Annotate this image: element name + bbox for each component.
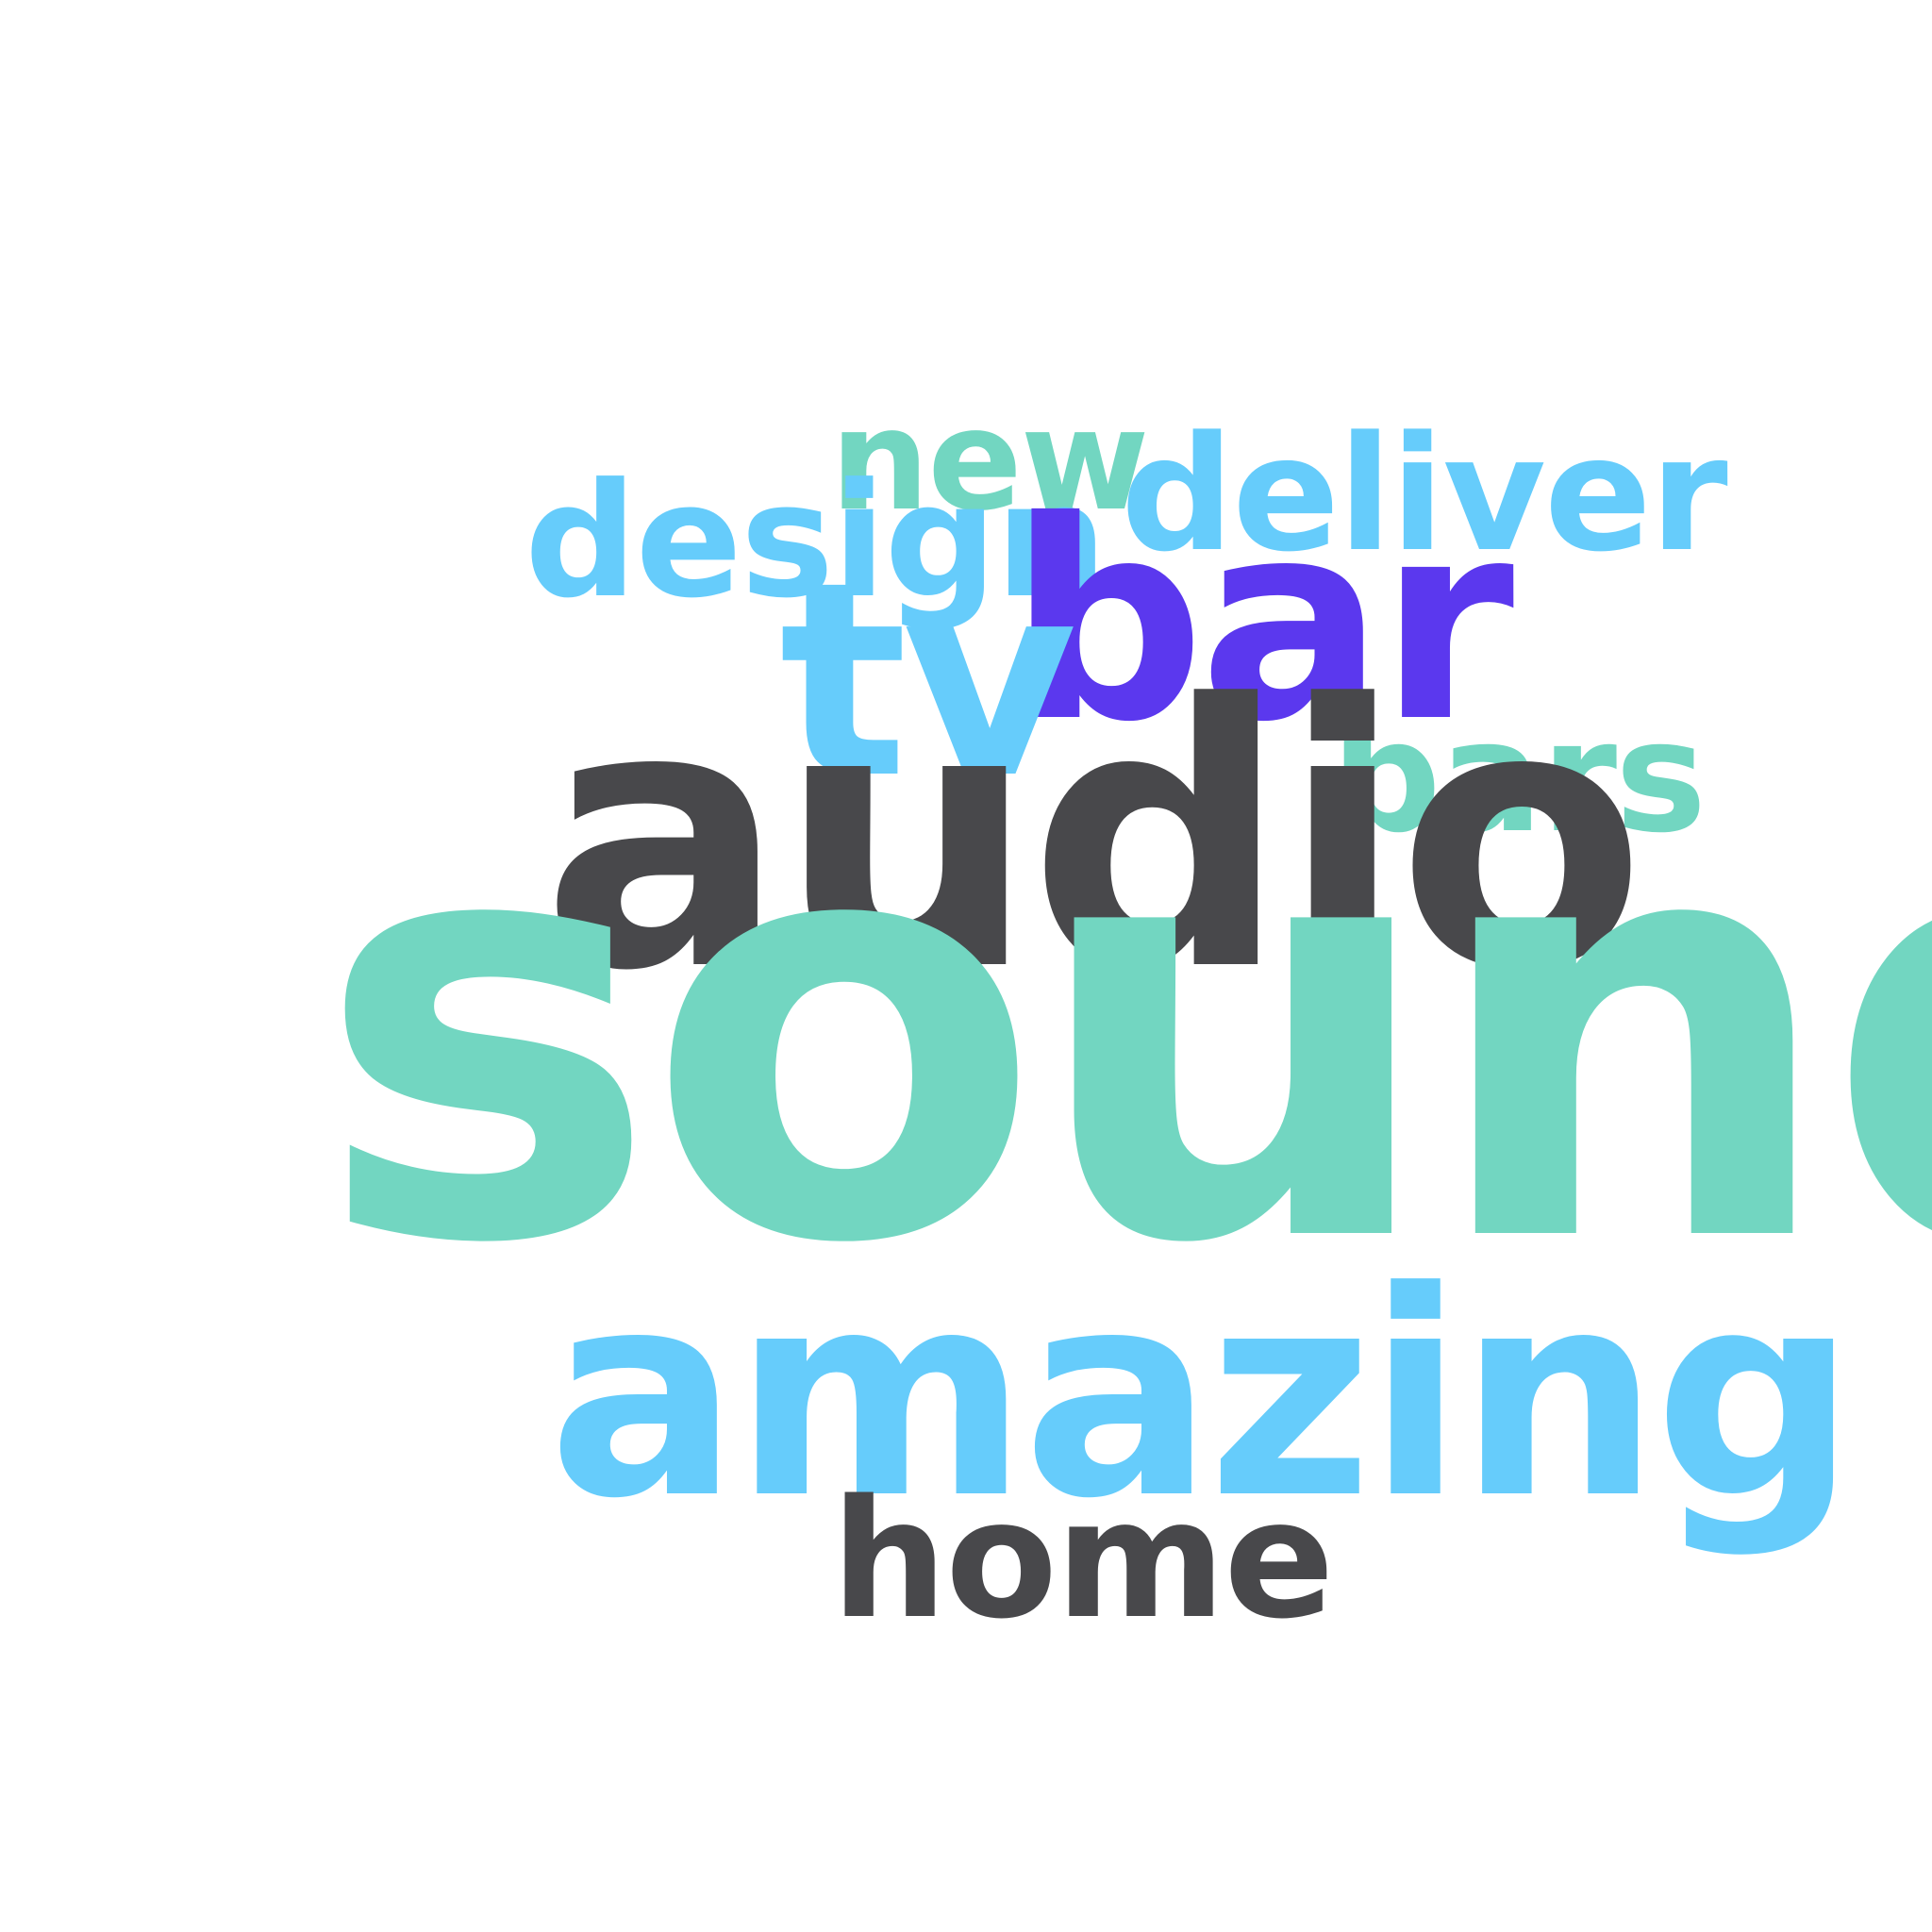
word-new: new bbox=[830, 379, 1149, 541]
word-sound: sound bbox=[315, 698, 1932, 1370]
word-tv: tv bbox=[779, 525, 1077, 838]
word-bars: bars bbox=[1331, 689, 1707, 867]
word-bar: bar bbox=[1008, 462, 1514, 782]
word-amazing: amazing bbox=[548, 1231, 1857, 1560]
word-deliver: deliver bbox=[1121, 402, 1728, 587]
word-audio: audio bbox=[541, 628, 1646, 1050]
word-design: design bbox=[525, 450, 1108, 633]
word-home: home bbox=[831, 1464, 1335, 1655]
